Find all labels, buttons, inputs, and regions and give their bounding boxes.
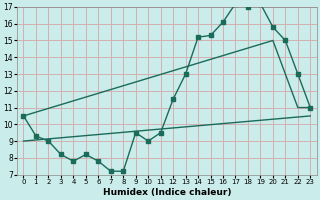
X-axis label: Humidex (Indice chaleur): Humidex (Indice chaleur)	[103, 188, 231, 197]
